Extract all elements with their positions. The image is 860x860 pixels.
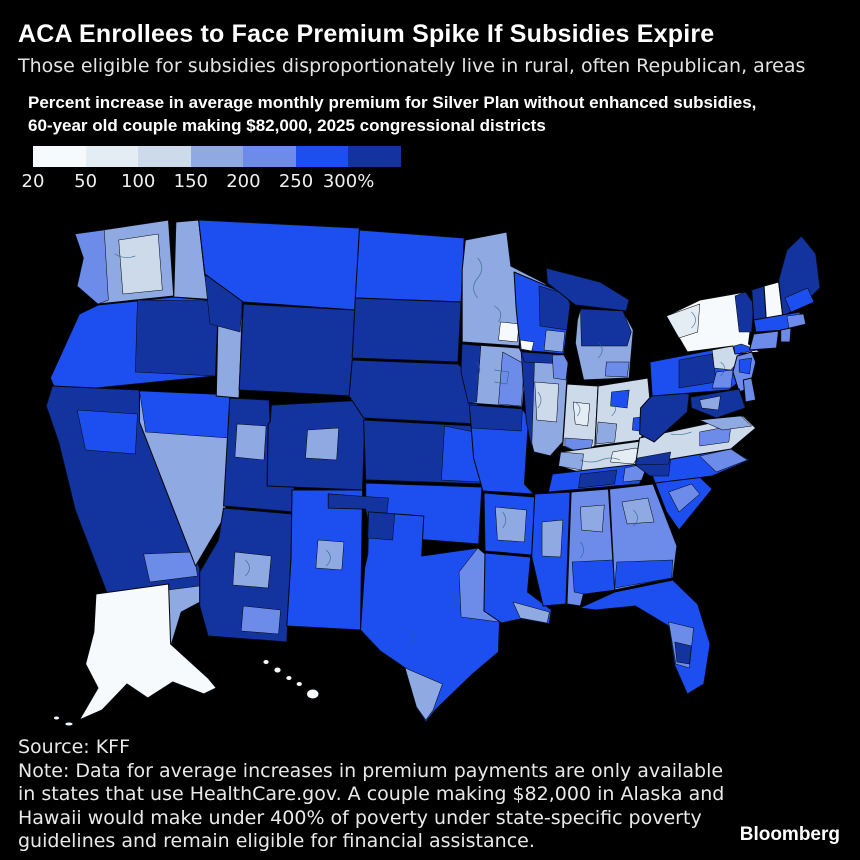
legend-labels: 20 50 100 150 200 250 300% [22, 171, 453, 195]
district-shade [139, 390, 232, 439]
district-shade [784, 287, 815, 313]
hi-island [273, 666, 282, 674]
district-shade [578, 469, 618, 489]
hi-island [285, 675, 293, 681]
page-subtitle: Those eligible for subsidies disproporti… [18, 55, 806, 77]
legend-label: 200 [226, 171, 261, 192]
state-la [483, 552, 552, 625]
district-shade [543, 329, 566, 353]
district-shade [558, 451, 584, 471]
district-shade [534, 381, 559, 423]
district-shade [595, 421, 618, 445]
district-shade [699, 448, 748, 473]
district-shade [734, 291, 754, 333]
district-shade [460, 343, 482, 404]
district-shade [495, 506, 527, 543]
hi-island [306, 688, 320, 700]
state-nd [354, 229, 465, 303]
state-wy [238, 303, 356, 397]
hi-island [295, 681, 303, 687]
ak-island [52, 715, 61, 721]
district-shade [404, 667, 443, 721]
district-shade [711, 369, 734, 389]
district-shade [118, 233, 163, 295]
district-shade [232, 551, 272, 589]
state-sd [351, 297, 462, 363]
page-title: ACA Enrollees to Face Premium Spike If S… [18, 20, 715, 48]
state-mi-upper [545, 267, 630, 312]
district-shade [367, 511, 395, 541]
district-shade [678, 353, 717, 389]
district-shade [571, 559, 615, 595]
district-shade [76, 409, 138, 455]
district-shade [699, 395, 721, 411]
legend-label: 150 [173, 171, 208, 192]
district-shade [605, 361, 630, 378]
state-de [742, 377, 757, 403]
legend-swatch [295, 146, 349, 167]
legend-swatch [85, 146, 139, 167]
district-shade [666, 303, 701, 339]
district-shade [135, 299, 219, 377]
district-shade [668, 483, 701, 513]
state-ne [348, 359, 480, 425]
district-shade [786, 313, 806, 329]
district-shade [635, 451, 671, 466]
hi-island [262, 659, 270, 665]
header: ACA Enrollees to Face Premium Spike If S… [18, 20, 842, 78]
district-shade [552, 354, 569, 381]
district-shade [74, 229, 109, 305]
state-ri [780, 327, 792, 343]
legend-swatch [190, 146, 244, 167]
us-choropleth-map [15, 210, 845, 730]
district-shade [143, 551, 198, 583]
note-text: Note: Data for average increases in prem… [18, 759, 725, 853]
legend-swatch [348, 146, 402, 167]
legend-swatch [138, 146, 191, 167]
legend-swatches [33, 146, 402, 167]
legend-label: 50 [74, 171, 98, 192]
district-shade [621, 497, 655, 525]
map-svg [45, 219, 821, 727]
district-shade [234, 423, 267, 461]
district-shade [580, 504, 605, 533]
district-shade [240, 605, 281, 635]
district-shade [305, 427, 339, 461]
district-shade [699, 415, 752, 431]
state-fl [578, 579, 711, 695]
legend-label: 300% [322, 171, 375, 192]
legend-label: 100 [121, 171, 156, 192]
footer: Source: KFF Note: Data for average incre… [18, 736, 842, 854]
district-shade [610, 389, 630, 409]
district-shade [520, 339, 535, 352]
bloomberg-logo: Bloomberg [739, 824, 840, 845]
district-shade [469, 404, 523, 432]
ak-island [64, 721, 74, 727]
legend-swatch [33, 146, 86, 167]
color-legend: 20 50 100 150 200 250 300% [22, 146, 453, 195]
district-shade [738, 357, 752, 375]
district-boundaries [114, 253, 726, 647]
district-shade [541, 519, 564, 558]
district-shade [498, 351, 525, 407]
district-shade [580, 308, 632, 347]
district-shade [674, 641, 692, 665]
chart-description: Percent increase in average monthly prem… [28, 93, 757, 135]
source-line: Source: KFF [18, 736, 131, 758]
state-ct [749, 330, 780, 351]
district-shade [572, 401, 591, 427]
legend-label: 250 [278, 171, 314, 192]
legend-label: 20 [21, 171, 45, 192]
legend-swatch [243, 146, 296, 167]
state-mt [198, 219, 360, 311]
state-ak [78, 583, 217, 721]
district-shade [512, 601, 550, 624]
district-shade [614, 559, 674, 589]
district-shade [498, 321, 520, 343]
